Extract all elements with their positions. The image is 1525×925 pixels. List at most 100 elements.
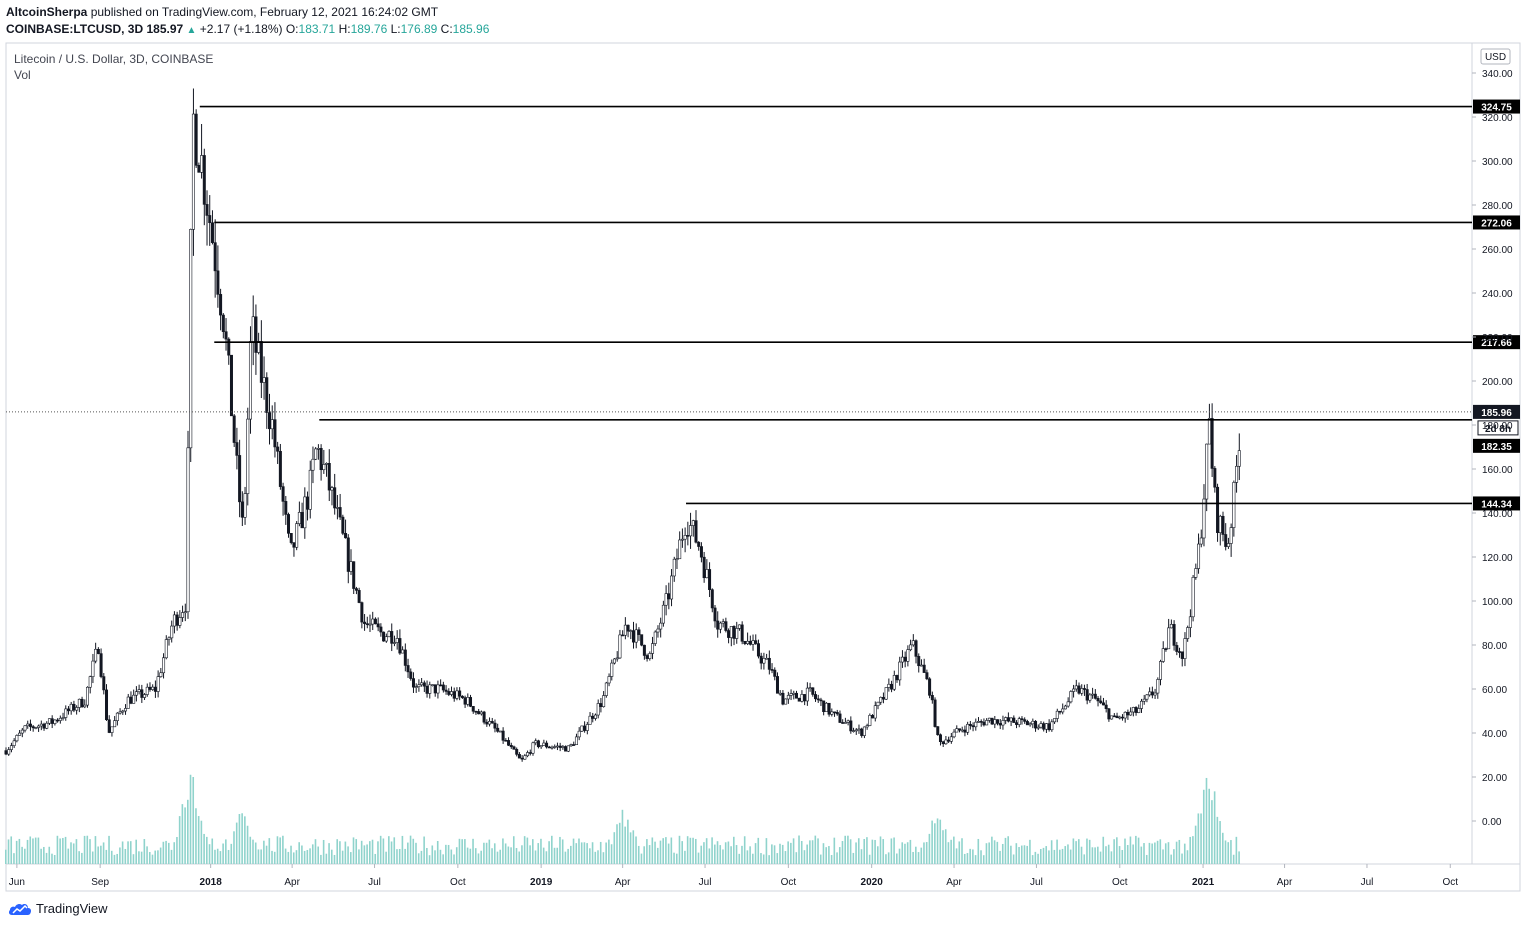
candle-body (300, 512, 304, 529)
volume-bar (1056, 839, 1058, 864)
volume-bar (206, 836, 208, 864)
volume-bar (363, 845, 366, 864)
volume-bar (388, 836, 390, 864)
volume-bar (526, 837, 529, 864)
candle-body (963, 729, 967, 733)
candle-body (80, 698, 84, 708)
volume-bar (320, 854, 322, 864)
tradingview-logo[interactable]: TradingView (8, 901, 108, 916)
volume-bar (1154, 842, 1156, 864)
volume-bar (469, 848, 472, 864)
plot-area[interactable] (5, 42, 1473, 865)
candle-body (699, 546, 703, 558)
candle-body (189, 229, 193, 449)
candle-body (289, 533, 293, 543)
candles (4, 88, 1241, 762)
volume-bar (882, 839, 885, 864)
candle-body (344, 533, 348, 539)
price-tick-label: 220.00 (1482, 333, 1513, 344)
volume-bar (165, 840, 167, 864)
candle-body (566, 745, 570, 752)
author-name[interactable]: AltcoinSherpa (6, 5, 88, 19)
volume-bar (67, 848, 70, 864)
candle-body (583, 725, 587, 731)
candle-body (827, 702, 831, 715)
volume-bar (545, 851, 548, 864)
volume-bar (244, 816, 246, 864)
volume-bar (1221, 832, 1224, 864)
time-axis-area[interactable] (5, 863, 1521, 892)
candle-body (890, 683, 894, 690)
candle-body (504, 740, 508, 742)
volume-bar (931, 820, 933, 864)
volume-bar (37, 837, 40, 864)
volume-bar (113, 854, 116, 864)
volume-bar (311, 844, 314, 864)
volume-bar (1183, 843, 1186, 864)
candle-body (1150, 691, 1154, 696)
volume-bar (841, 841, 844, 864)
volume-bar (961, 838, 963, 864)
volume-bar (347, 846, 349, 864)
level-price-label: 272.06 (1481, 218, 1512, 229)
candle-body (1104, 704, 1108, 710)
candle-body (822, 700, 826, 712)
volume-bar (43, 846, 45, 864)
candle-body (737, 624, 741, 629)
candle-body (352, 561, 356, 589)
volume-bar (635, 836, 637, 864)
candle-body (545, 742, 549, 748)
candle-body (436, 684, 440, 694)
candle-body (716, 620, 720, 630)
volume-bar (993, 840, 996, 864)
volume-bar (857, 838, 860, 864)
candle-body (561, 746, 565, 748)
volume-bar (1010, 845, 1012, 864)
candle-body (124, 708, 128, 712)
volume-bar (703, 842, 705, 864)
volume-bar (86, 835, 89, 864)
candle-body (925, 672, 929, 680)
candle-body (572, 744, 576, 746)
volume-bar (393, 837, 396, 864)
volume-bar (730, 846, 732, 864)
volume-bar (944, 829, 947, 864)
volume-bar (686, 836, 689, 864)
candle-body (574, 736, 578, 745)
candle-body (1055, 710, 1059, 719)
price-tick-label: 160.00 (1482, 465, 1513, 476)
volume-bar (56, 835, 59, 864)
volume-bar (504, 843, 507, 864)
candle-body (417, 684, 421, 687)
volume-bar (637, 845, 640, 864)
candle-body (1120, 716, 1124, 719)
volume-bar (420, 850, 423, 864)
volume-bar (167, 842, 170, 864)
volume-bar (233, 831, 235, 864)
candle-body (83, 704, 87, 708)
candle-body (284, 501, 288, 515)
volume-bar (556, 847, 559, 864)
volume-bar (1080, 846, 1083, 864)
candle-body (865, 725, 869, 728)
candle-body (1126, 711, 1130, 716)
candle-body (1101, 702, 1105, 706)
candle-body (148, 686, 152, 690)
volume-bar (1102, 836, 1105, 864)
volume-bar (173, 842, 176, 864)
volume-bar (431, 845, 434, 864)
horizontal-levels[interactable]: 324.75 272.06 217.66 182.35 144.34 (199, 99, 1520, 511)
volume-bar (662, 838, 664, 864)
volume-bar (1029, 839, 1031, 864)
volume-bar (265, 845, 268, 864)
candle-body (868, 715, 872, 726)
candle-body (229, 354, 233, 417)
volume-bar (955, 848, 958, 864)
candle-body (262, 377, 266, 383)
candle-body (651, 643, 655, 654)
volume-bar (570, 845, 572, 864)
volume-bar (485, 842, 488, 864)
price-axis-area[interactable] (1471, 42, 1521, 865)
candle-body (808, 687, 812, 690)
